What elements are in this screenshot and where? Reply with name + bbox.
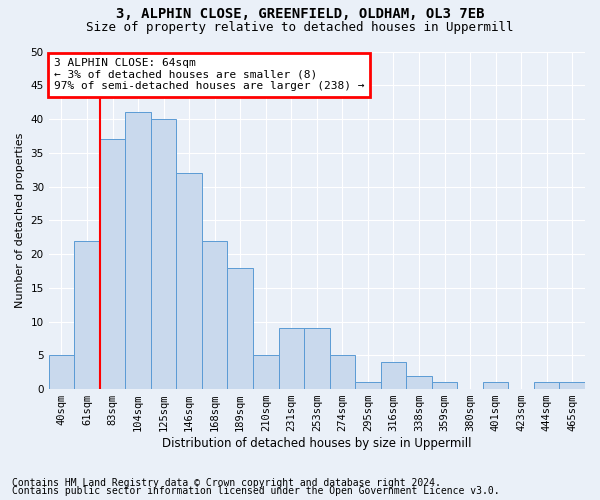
Bar [100,140,125,389]
Bar [329,356,355,389]
Bar [227,268,253,389]
Bar [559,382,585,389]
X-axis label: Distribution of detached houses by size in Uppermill: Distribution of detached houses by size … [162,437,472,450]
Text: Contains HM Land Registry data © Crown copyright and database right 2024.: Contains HM Land Registry data © Crown c… [12,478,441,488]
Bar [74,240,100,389]
Bar [202,240,227,389]
Text: Contains public sector information licensed under the Open Government Licence v3: Contains public sector information licen… [12,486,500,496]
Bar [432,382,457,389]
Text: Size of property relative to detached houses in Uppermill: Size of property relative to detached ho… [86,21,514,34]
Bar [355,382,380,389]
Text: 3 ALPHIN CLOSE: 64sqm
← 3% of detached houses are smaller (8)
97% of semi-detach: 3 ALPHIN CLOSE: 64sqm ← 3% of detached h… [54,58,365,92]
Bar [176,173,202,389]
Text: 3, ALPHIN CLOSE, GREENFIELD, OLDHAM, OL3 7EB: 3, ALPHIN CLOSE, GREENFIELD, OLDHAM, OL3… [116,8,484,22]
Bar [406,376,432,389]
Bar [304,328,329,389]
Bar [125,112,151,389]
Bar [151,119,176,389]
Bar [380,362,406,389]
Bar [278,328,304,389]
Bar [49,356,74,389]
Bar [483,382,508,389]
Y-axis label: Number of detached properties: Number of detached properties [15,132,25,308]
Bar [534,382,559,389]
Bar [253,356,278,389]
